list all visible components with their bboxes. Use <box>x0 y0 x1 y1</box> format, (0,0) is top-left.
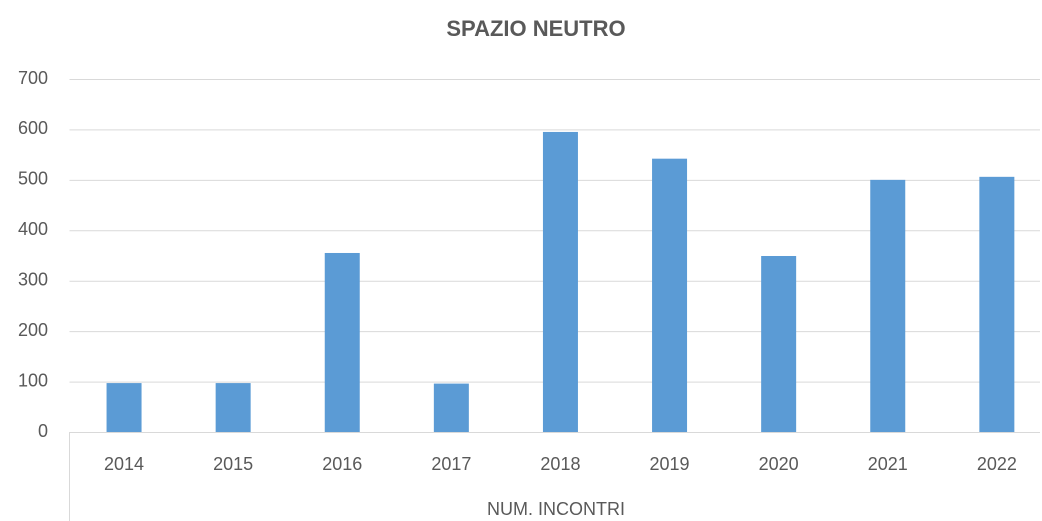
y-tick-label: 500 <box>18 169 48 189</box>
y-tick-label: 400 <box>18 219 48 239</box>
chart-title: SPAZIO NEUTRO <box>446 16 625 41</box>
bar <box>215 383 251 432</box>
x-tick-label: 2016 <box>322 454 362 474</box>
x-tick-label: 2015 <box>213 454 253 474</box>
x-tick-label: 2017 <box>431 454 471 474</box>
y-tick-label: 100 <box>18 370 48 390</box>
x-tick-label: 2022 <box>977 454 1017 474</box>
bar <box>979 176 1015 432</box>
bar <box>324 252 360 432</box>
y-tick-label: 0 <box>38 421 48 441</box>
y-tick-label: 200 <box>18 320 48 340</box>
y-tick-label: 300 <box>18 269 48 289</box>
bar <box>542 131 578 432</box>
y-tick-label: 600 <box>18 118 48 138</box>
bar <box>433 383 469 432</box>
x-tick-label: 2021 <box>868 454 908 474</box>
bar <box>870 179 906 432</box>
x-axis-title: NUM. INCONTRI <box>487 499 625 519</box>
y-tick-label: 700 <box>18 68 48 88</box>
x-tick-label: 2020 <box>759 454 799 474</box>
bar <box>652 158 688 433</box>
x-tick-label: 2019 <box>650 454 690 474</box>
bar <box>761 256 797 432</box>
x-tick-label: 2014 <box>104 454 144 474</box>
x-tick-label: 2018 <box>540 454 580 474</box>
bar <box>106 383 142 432</box>
